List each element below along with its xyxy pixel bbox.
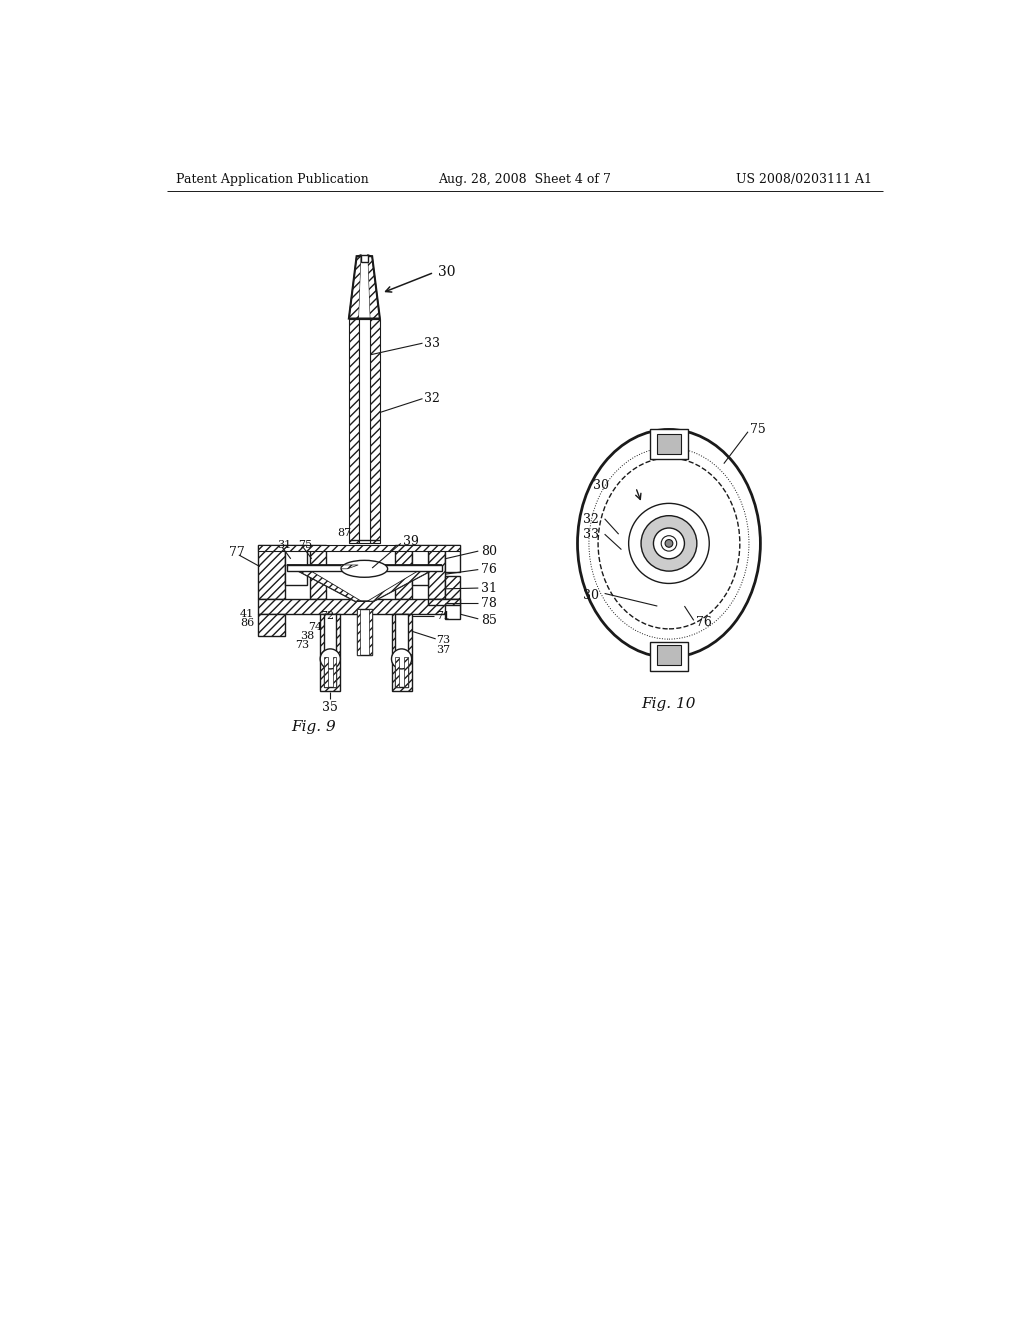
Circle shape — [665, 540, 673, 548]
Text: 76: 76 — [696, 616, 712, 630]
Bar — [656, 434, 681, 454]
Bar — [356, 609, 359, 655]
Text: 73: 73 — [435, 635, 450, 645]
Bar — [395, 656, 399, 688]
Text: Aug. 28, 2008  Sheet 4 of 7: Aug. 28, 2008 Sheet 4 of 7 — [438, 173, 611, 186]
Ellipse shape — [578, 429, 761, 657]
Circle shape — [629, 503, 710, 583]
Text: US 2008/0203111 A1: US 2008/0203111 A1 — [736, 173, 872, 186]
Text: Patent Application Publication: Patent Application Publication — [176, 173, 369, 186]
Bar — [258, 545, 461, 552]
Text: 32: 32 — [584, 513, 599, 527]
Text: 33: 33 — [584, 528, 599, 541]
Bar — [324, 656, 328, 688]
Text: 33: 33 — [424, 337, 440, 350]
Bar — [403, 656, 408, 688]
Bar — [310, 545, 326, 599]
Bar — [359, 318, 370, 544]
Text: 85: 85 — [480, 614, 497, 627]
Text: 39: 39 — [403, 536, 419, 548]
Ellipse shape — [598, 458, 739, 628]
Bar — [445, 605, 461, 619]
Bar — [349, 318, 359, 544]
Ellipse shape — [341, 561, 388, 577]
Text: 37: 37 — [435, 644, 450, 655]
Bar — [286, 545, 307, 585]
Text: 71: 71 — [435, 611, 450, 620]
Text: 72: 72 — [321, 611, 334, 620]
Text: 74: 74 — [308, 622, 322, 631]
Bar — [258, 599, 461, 614]
Bar — [395, 545, 413, 599]
Text: 35: 35 — [323, 701, 338, 714]
Bar — [258, 614, 286, 636]
Text: 30: 30 — [593, 479, 608, 492]
Polygon shape — [349, 255, 361, 318]
Text: 38: 38 — [300, 631, 314, 640]
Bar — [445, 545, 461, 572]
Bar — [324, 614, 337, 688]
Text: 75: 75 — [751, 422, 766, 436]
Text: 76: 76 — [480, 564, 497, 576]
Circle shape — [662, 536, 677, 552]
Text: 73: 73 — [295, 640, 309, 649]
Bar — [369, 609, 372, 655]
Polygon shape — [359, 255, 370, 318]
Bar — [258, 545, 286, 599]
Bar — [391, 614, 412, 692]
Bar — [649, 642, 688, 671]
Polygon shape — [368, 255, 380, 318]
Bar — [333, 656, 337, 688]
Text: 32: 32 — [424, 392, 440, 405]
Text: Fig. 9: Fig. 9 — [292, 721, 336, 734]
Text: 78: 78 — [480, 597, 497, 610]
Text: 77: 77 — [228, 546, 245, 560]
Text: 31: 31 — [480, 582, 497, 594]
Text: 31: 31 — [276, 540, 291, 550]
Bar — [287, 565, 442, 572]
Text: 30: 30 — [438, 265, 456, 280]
Text: 87: 87 — [337, 528, 351, 539]
Text: 75: 75 — [299, 540, 312, 550]
Bar — [321, 614, 340, 692]
Bar — [428, 599, 461, 605]
Circle shape — [321, 649, 340, 669]
Bar — [413, 545, 428, 585]
Bar — [656, 645, 681, 665]
Bar — [445, 576, 461, 599]
Polygon shape — [287, 565, 361, 601]
Circle shape — [641, 516, 697, 572]
Circle shape — [391, 649, 412, 669]
Bar — [649, 429, 688, 459]
Circle shape — [653, 528, 684, 558]
Text: 41: 41 — [240, 610, 254, 619]
Text: Fig. 10: Fig. 10 — [642, 697, 696, 711]
Polygon shape — [368, 565, 442, 601]
Bar — [395, 614, 408, 688]
Bar — [428, 545, 445, 599]
Bar — [360, 255, 369, 263]
Text: 86: 86 — [240, 618, 254, 628]
Text: 80: 80 — [480, 545, 497, 557]
Bar — [356, 609, 372, 655]
Text: 30: 30 — [584, 589, 599, 602]
Polygon shape — [287, 565, 442, 601]
Bar — [370, 318, 380, 544]
Polygon shape — [341, 565, 358, 569]
